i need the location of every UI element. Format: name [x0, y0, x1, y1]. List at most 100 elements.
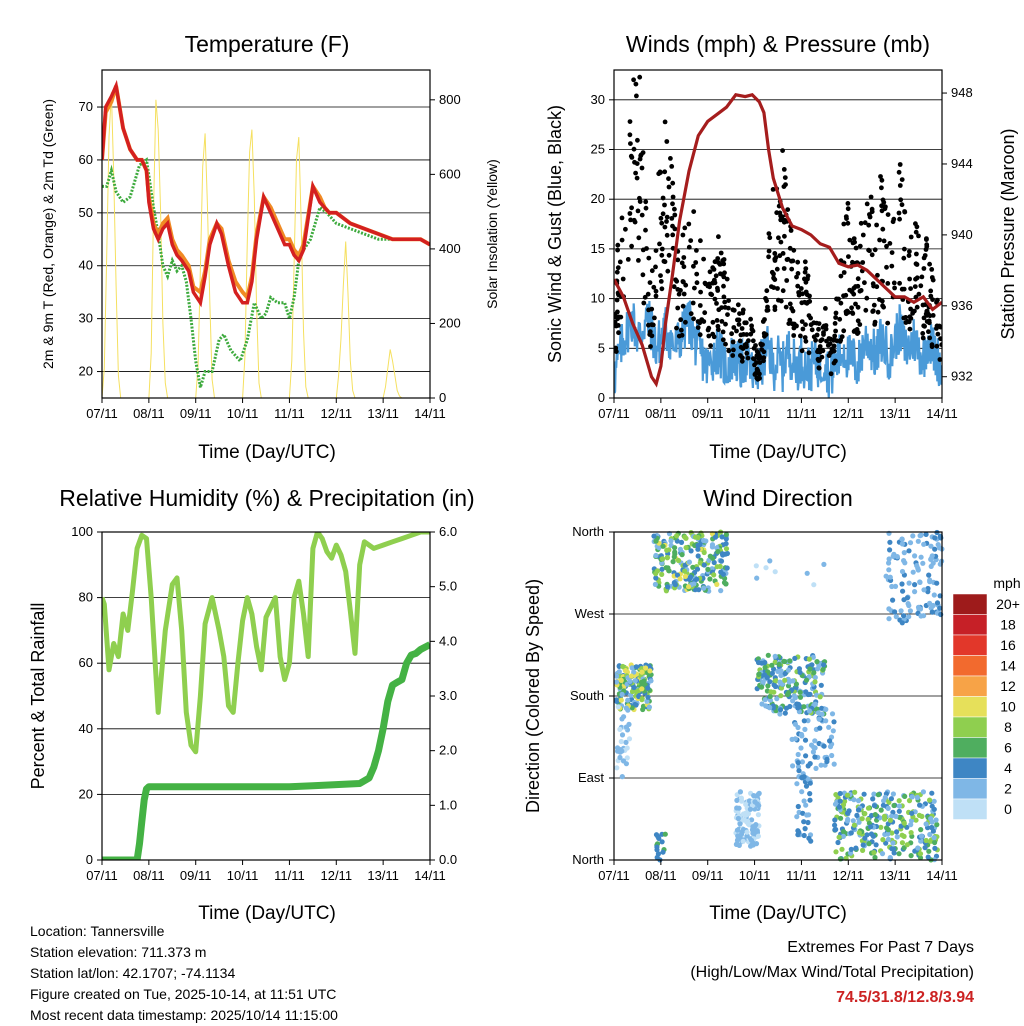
gust-point — [864, 201, 870, 207]
gust-point — [787, 245, 793, 251]
gust-point — [692, 285, 697, 291]
gust-point — [907, 314, 913, 320]
extremes-values: 74.5/31.8/12.8/3.94 — [836, 989, 974, 1006]
wind-xtick-label: 13/11 — [879, 406, 911, 421]
gust-point — [720, 337, 726, 343]
gust-point — [890, 219, 896, 225]
direction-point — [795, 705, 801, 711]
gust-point — [723, 321, 728, 327]
gust-point — [824, 338, 829, 344]
direction-point — [792, 695, 799, 701]
direction-point — [815, 710, 822, 716]
gust-point — [676, 291, 682, 297]
gust-point — [716, 234, 721, 240]
gust-point — [777, 253, 783, 259]
direction-point — [906, 798, 913, 804]
direction-point — [886, 606, 892, 612]
gust-point — [845, 201, 851, 206]
direction-point — [721, 580, 728, 586]
gust-point — [799, 300, 805, 306]
gust-point — [813, 337, 818, 343]
direction-point — [904, 595, 911, 601]
gust-point — [820, 348, 826, 354]
gust-point — [799, 319, 805, 324]
gust-point — [772, 256, 778, 262]
gust-point — [879, 298, 885, 304]
gust-point — [849, 310, 855, 316]
gust-point — [726, 348, 732, 354]
gust-point — [661, 258, 667, 264]
direction-point — [892, 583, 899, 590]
direction-point — [705, 566, 711, 573]
direction-point — [853, 845, 859, 851]
gust-point — [791, 247, 797, 253]
gust-point — [760, 319, 766, 324]
direction-point — [618, 697, 624, 703]
rh-xtick-label: 13/11 — [367, 868, 399, 883]
direction-point — [723, 536, 729, 542]
direction-point — [916, 812, 923, 819]
direction-point — [831, 719, 837, 725]
direction-point — [888, 796, 895, 802]
direction-point — [908, 818, 915, 824]
colorbar-label: 8 — [1004, 719, 1012, 735]
direction-point — [907, 540, 914, 546]
direction-point — [878, 807, 884, 813]
gust-point — [880, 303, 885, 309]
direction-point — [786, 690, 792, 696]
gust-point — [774, 266, 780, 272]
gust-point — [804, 292, 810, 298]
gust-point — [665, 268, 671, 274]
direction-point — [767, 704, 773, 711]
extremes-subtitle: (High/Low/Max Wind/Total Precipitation) — [690, 964, 974, 981]
wind-ytick-label: 10 — [591, 291, 605, 306]
direction-point — [687, 574, 694, 580]
direction-point — [762, 697, 768, 703]
gust-point — [883, 204, 888, 210]
gust-point — [643, 227, 648, 233]
gust-point — [898, 197, 904, 203]
direction-point — [785, 667, 792, 673]
gust-point — [924, 308, 930, 314]
direction-point — [744, 829, 750, 835]
temp-xtick-label: 08/11 — [133, 406, 165, 421]
direction-point — [883, 840, 889, 846]
gust-point — [838, 273, 844, 279]
direction-point — [626, 736, 633, 742]
gust-point — [780, 148, 785, 154]
direction-point — [868, 824, 874, 830]
gust-point — [660, 195, 666, 201]
gust-point — [656, 171, 662, 177]
gust-point — [926, 329, 931, 335]
temp-ytick-label: 20 — [79, 364, 93, 379]
direction-point — [801, 819, 807, 825]
gust-point — [645, 291, 651, 297]
gust-point — [658, 273, 663, 278]
winds-panel: Winds (mph) & Pressure (mb) 0 5 10 15 20 25 30… — [545, 31, 1018, 463]
direction-point — [917, 855, 924, 861]
colorbar-title: mph — [993, 575, 1020, 591]
gust-point — [707, 284, 712, 290]
direction-point — [811, 744, 817, 751]
direction-point — [772, 683, 779, 690]
direction-point — [816, 716, 822, 722]
direction-point — [751, 793, 757, 799]
direction-point — [860, 847, 866, 854]
direction-point — [710, 555, 716, 561]
direction-point — [871, 803, 878, 809]
direction-point — [723, 541, 729, 547]
gust-point — [659, 246, 665, 252]
direction-point — [682, 562, 688, 568]
gust-point — [829, 346, 835, 352]
direction-point — [871, 850, 877, 856]
temp-xtick-label: 12/11 — [320, 406, 352, 421]
gust-point — [666, 252, 672, 258]
direction-point — [697, 560, 703, 566]
direction-point — [832, 817, 838, 823]
gust-point — [767, 235, 773, 241]
gust-point — [745, 355, 751, 361]
temp-xtick-label: 13/11 — [367, 406, 399, 421]
gust-point — [772, 251, 778, 256]
direction-point — [652, 581, 659, 588]
gust-point — [746, 338, 751, 344]
